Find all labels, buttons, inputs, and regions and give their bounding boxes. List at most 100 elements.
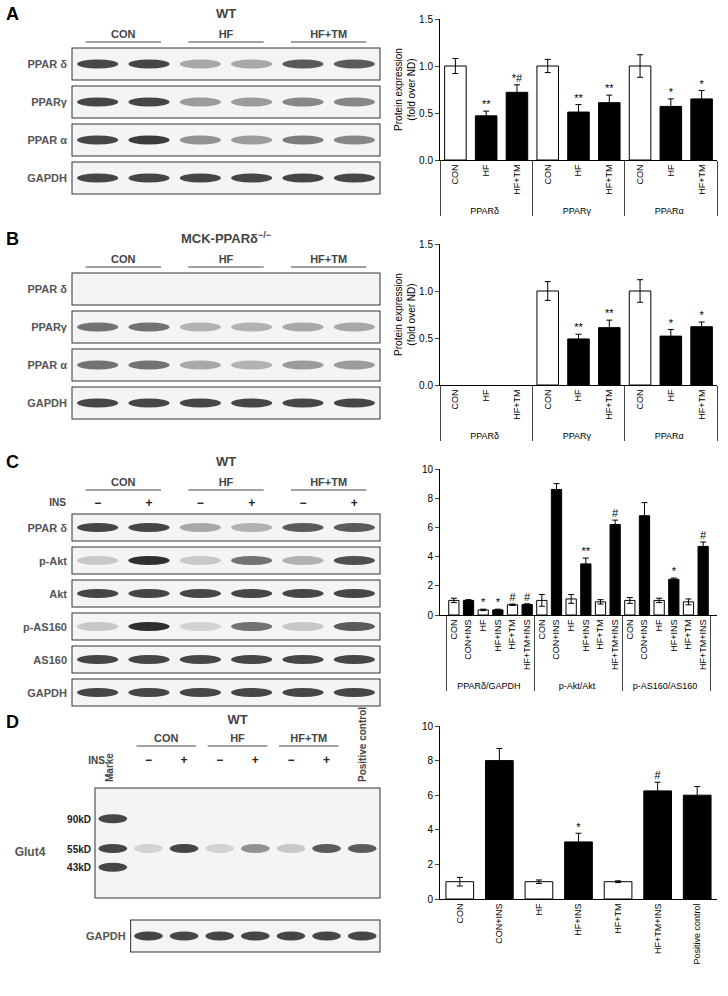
svg-text:PPAR δ: PPAR δ — [28, 283, 68, 295]
svg-text:CON: CON — [449, 620, 459, 640]
svg-text:D: D — [6, 712, 19, 732]
svg-text:HF+INS: HF+INS — [669, 620, 679, 652]
svg-text:MCK-PPARδ−/−: MCK-PPARδ−/− — [181, 230, 271, 246]
svg-text:55kD: 55kD — [67, 844, 91, 855]
svg-text:HF+TM: HF+TM — [697, 165, 707, 195]
svg-text:*: * — [576, 821, 581, 833]
svg-text:#: # — [700, 529, 707, 541]
svg-text:PPAR δ: PPAR δ — [28, 522, 68, 534]
svg-text:*#: *# — [512, 72, 523, 84]
svg-text:#: # — [509, 591, 516, 603]
svg-text:HF: HF — [478, 619, 488, 631]
svg-text:0.0: 0.0 — [419, 380, 433, 391]
svg-text:**: ** — [605, 82, 614, 94]
svg-text:CON: CON — [450, 165, 460, 185]
svg-text:HF+TM: HF+TM — [512, 165, 522, 195]
svg-text:HF+TM+INS: HF+TM+INS — [522, 620, 532, 671]
svg-text:1.5: 1.5 — [419, 14, 433, 25]
svg-text:INS: INS — [49, 497, 66, 508]
svg-text:HF+INS: HF+INS — [581, 620, 591, 652]
svg-text:HF: HF — [534, 903, 544, 915]
svg-text:2: 2 — [427, 580, 433, 591]
svg-text:WT: WT — [227, 712, 247, 727]
svg-text:HF+TM: HF+TM — [697, 390, 707, 420]
svg-text:**: ** — [582, 545, 591, 557]
svg-text:6: 6 — [427, 790, 433, 801]
svg-text:6: 6 — [427, 522, 433, 533]
svg-text:PPARα: PPARα — [655, 206, 684, 216]
svg-text:CON: CON — [111, 28, 136, 40]
svg-text:90kD: 90kD — [67, 814, 91, 825]
svg-text:**: ** — [574, 92, 583, 104]
svg-text:Protein expression(fold over N: Protein expression(fold over ND) — [393, 48, 417, 131]
svg-text:CON+INS: CON+INS — [494, 904, 504, 944]
svg-text:PPAR α: PPAR α — [27, 359, 67, 371]
svg-text:HF: HF — [230, 732, 245, 744]
svg-text:−: − — [287, 753, 294, 767]
svg-text:Positive control: Positive control — [692, 904, 702, 965]
svg-text:Glut4: Glut4 — [15, 845, 46, 859]
svg-text:GAPDH: GAPDH — [27, 687, 67, 699]
svg-text:Marke: Marke — [104, 753, 115, 782]
svg-text:*: * — [669, 86, 674, 98]
svg-text:HF+TM: HF+TM — [310, 476, 347, 488]
svg-text:+: + — [181, 753, 188, 767]
svg-text:10: 10 — [422, 464, 434, 475]
svg-text:**: ** — [482, 98, 491, 110]
svg-text:0.0: 0.0 — [419, 155, 433, 166]
svg-text:PPAR δ: PPAR δ — [28, 58, 68, 70]
svg-text:*: * — [669, 317, 674, 329]
svg-text:B: B — [6, 229, 19, 249]
svg-text:0.5: 0.5 — [419, 333, 433, 344]
svg-text:−: − — [145, 753, 152, 767]
svg-text:*: * — [699, 309, 704, 321]
svg-text:1.5: 1.5 — [419, 239, 433, 250]
svg-text:*: * — [496, 596, 501, 608]
svg-text:HF: HF — [666, 164, 676, 176]
svg-text:AS160: AS160 — [33, 654, 67, 666]
svg-text:HF: HF — [481, 389, 491, 401]
svg-text:HF+TM: HF+TM — [290, 732, 327, 744]
svg-text:HF+TM: HF+TM — [310, 253, 347, 265]
svg-text:PPARγ: PPARγ — [563, 206, 592, 216]
svg-text:HF+TM: HF+TM — [310, 28, 347, 40]
svg-text:WT: WT — [216, 454, 236, 469]
svg-text:8: 8 — [427, 493, 433, 504]
svg-text:+: + — [351, 496, 358, 510]
svg-text:HF: HF — [219, 476, 234, 488]
svg-text:HF: HF — [654, 619, 664, 631]
svg-text:HF: HF — [481, 164, 491, 176]
svg-text:CON: CON — [455, 904, 465, 924]
svg-text:#: # — [655, 769, 662, 781]
svg-text:PPARα: PPARα — [655, 431, 684, 441]
svg-text:p-Akt/Akt: p-Akt/Akt — [559, 681, 596, 691]
svg-text:HF+TM: HF+TM — [604, 165, 614, 195]
svg-text:CON: CON — [450, 390, 460, 410]
svg-text:1.0: 1.0 — [419, 61, 433, 72]
svg-text:PPARγ: PPARγ — [31, 321, 68, 333]
svg-text:**: ** — [574, 321, 583, 333]
svg-text:**: ** — [605, 307, 614, 319]
svg-text:C: C — [6, 452, 19, 472]
svg-text:HF+TM: HF+TM — [613, 904, 623, 934]
svg-text:CON+INS: CON+INS — [639, 620, 649, 660]
svg-text:+: + — [248, 496, 255, 510]
svg-text:HF: HF — [219, 28, 234, 40]
svg-text:0: 0 — [427, 894, 433, 905]
svg-text:WT: WT — [216, 6, 236, 21]
svg-text:CON+INS: CON+INS — [551, 620, 561, 660]
svg-text:*: * — [481, 596, 486, 608]
svg-text:p-Akt: p-Akt — [39, 555, 67, 567]
svg-text:INS: INS — [88, 755, 105, 766]
svg-text:PPARδ: PPARδ — [470, 206, 499, 216]
svg-text:GAPDH: GAPDH — [27, 172, 67, 184]
svg-text:HF: HF — [666, 389, 676, 401]
svg-text:*: * — [699, 78, 704, 90]
svg-text:HF+TM: HF+TM — [507, 620, 517, 650]
svg-text:−: − — [94, 496, 101, 510]
svg-text:8: 8 — [427, 755, 433, 766]
svg-text:PPARδ: PPARδ — [470, 431, 499, 441]
svg-text:4: 4 — [427, 551, 433, 562]
svg-text:1.0: 1.0 — [419, 286, 433, 297]
svg-text:HF+TM+INS: HF+TM+INS — [698, 620, 708, 671]
